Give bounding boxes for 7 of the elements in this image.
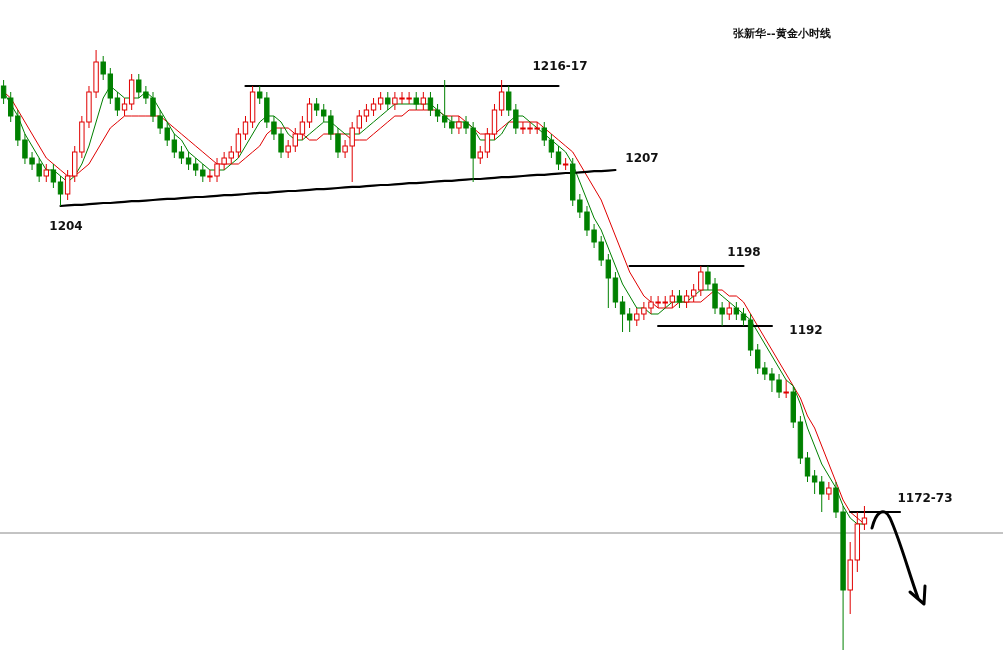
annotation: 1204	[49, 219, 83, 233]
annotation: 1216-17	[532, 59, 588, 73]
chart-title: 张新华--黄金小时线	[733, 27, 831, 40]
annotation: 1198	[727, 245, 761, 259]
annotation: 1207	[625, 151, 659, 165]
annotation: 1172-73	[897, 491, 953, 505]
annotation: 1192	[789, 323, 823, 337]
